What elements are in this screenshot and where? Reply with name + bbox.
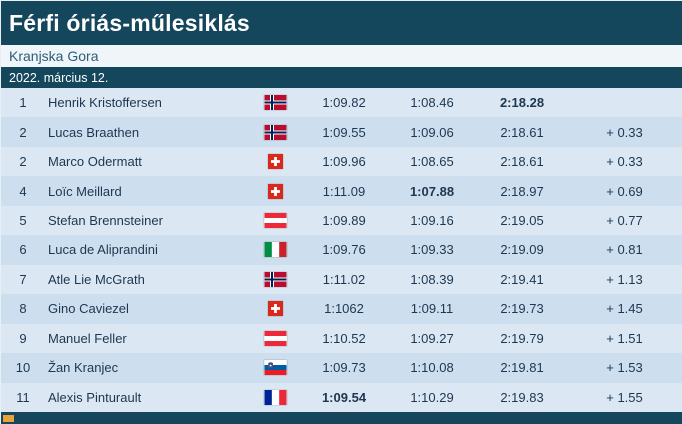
name-cell: Henrik Kristoffersen (48, 95, 162, 111)
total-time-cell: 2:18.61 (500, 154, 544, 170)
run1-time-cell: 1:09.96 (322, 154, 366, 170)
run2-time-cell: 1:09.33 (410, 242, 454, 258)
table-row: 6 Luca de Aliprandini 1:09.76 1:09.33 2:… (1, 235, 682, 265)
sui-flag-icon (249, 301, 301, 317)
name-cell: Žan Kranjec (48, 360, 119, 376)
page-title: Férfi óriás-műlesiklás (9, 9, 250, 36)
date-label: 2022. március 12. (9, 70, 109, 85)
table-body: 1 Henrik Kristoffersen 1:09.82 1:08.46 2… (1, 88, 682, 412)
total-time-cell: 2:19.05 (500, 213, 544, 229)
run1-time-cell: 1:11.09 (322, 183, 366, 199)
total-time-cell: 2:18.97 (500, 183, 544, 199)
run1-time-cell: 1:10.52 (322, 330, 366, 346)
total-time-cell: 2:19.79 (500, 330, 544, 346)
run2-time-cell: 1:07.88 (409, 183, 455, 199)
run2-time-cell: 1:09.11 (410, 301, 454, 317)
total-time-cell: 2:18.61 (500, 124, 544, 140)
name-cell: Gino Caviezel (48, 301, 129, 317)
rank-cell: 2 (19, 124, 27, 140)
rank-cell: 2 (19, 154, 27, 170)
nor-flag-icon (249, 124, 301, 140)
table-row: 8 Gino Caviezel 1:1062 1:09.11 2:19.73 +… (1, 294, 682, 324)
run2-time-cell: 1:09.16 (410, 213, 454, 229)
total-time-cell: 2:18.28 (499, 95, 545, 111)
table-row: 10 Žan Kranjec 1:09.73 1:10.08 2:19.81 +… (1, 353, 682, 383)
sui-flag-icon (249, 154, 301, 170)
name-cell: Luca de Aliprandini (48, 242, 158, 258)
aut-flag-icon (249, 213, 301, 229)
table-row: 2 Marco Odermatt 1:09.96 1:08.65 2:18.61… (1, 146, 682, 177)
diff-cell: + 0.77 (606, 213, 643, 229)
rank-cell: 5 (19, 213, 27, 229)
diff-cell: + 1.55 (606, 389, 643, 405)
fra-flag-icon (249, 389, 301, 405)
diff-cell: + 1.51 (606, 330, 643, 346)
total-time-cell: 2:19.41 (500, 271, 544, 287)
bottom-left-accent (3, 415, 14, 422)
total-time-cell: 2:19.09 (500, 242, 544, 258)
table-row: 7 Atle Lie McGrath 1:11.02 1:08.39 2:19.… (1, 264, 682, 295)
run1-time-cell: 1:11.02 (322, 271, 366, 287)
diff-cell: + 0.33 (606, 154, 643, 170)
run2-time-cell: 1:08.65 (410, 154, 454, 170)
rank-cell: 4 (19, 183, 27, 199)
rank-cell: 8 (19, 301, 27, 317)
sui-flag-icon (249, 183, 301, 199)
total-time-cell: 2:19.83 (500, 389, 544, 405)
name-cell: Marco Odermatt (48, 154, 142, 170)
run2-time-cell: 1:10.29 (410, 389, 454, 405)
location-bar: Kranjska Gora (1, 45, 682, 67)
rank-cell: 9 (19, 330, 27, 346)
nor-flag-icon (249, 95, 301, 111)
total-time-cell: 2:19.73 (500, 301, 544, 317)
date-bar: 2022. március 12. (1, 67, 682, 88)
location-label: Kranjska Gora (9, 48, 99, 64)
title-bar: Férfi óriás-műlesiklás (1, 1, 682, 45)
ita-flag-icon (249, 242, 301, 258)
run1-time-cell: 1:09.54 (321, 389, 367, 405)
run1-time-cell: 1:09.82 (322, 95, 366, 111)
total-time-cell: 2:19.81 (500, 360, 544, 376)
rank-cell: 7 (19, 271, 27, 287)
diff-cell: + 0.33 (606, 124, 643, 140)
run2-time-cell: 1:09.06 (410, 124, 454, 140)
run1-time-cell: 1:09.89 (322, 213, 366, 229)
name-cell: Stefan Brennsteiner (48, 213, 163, 229)
rank-cell: 10 (15, 360, 31, 376)
run1-time-cell: 1:09.76 (322, 242, 366, 258)
rank-cell: 11 (16, 389, 30, 405)
rank-cell: 1 (19, 95, 27, 111)
diff-cell: + 1.53 (606, 360, 643, 376)
run1-time-cell: 1:09.73 (322, 360, 366, 376)
table-row: 11 Alexis Pinturault 1:09.54 1:10.29 2:1… (1, 382, 682, 412)
table-row: 9 Manuel Feller 1:10.52 1:09.27 2:19.79 … (1, 323, 682, 354)
diff-cell: + 0.69 (606, 183, 643, 199)
diff-cell: + 0.81 (606, 242, 643, 258)
table-row: 2 Lucas Braathen 1:09.55 1:09.06 2:18.61… (1, 117, 682, 147)
name-cell: Atle Lie McGrath (48, 271, 145, 287)
nor-flag-icon (249, 271, 301, 287)
diff-cell: + 1.45 (606, 301, 643, 317)
name-cell: Loïc Meillard (48, 183, 122, 199)
bottom-bar (1, 412, 682, 424)
name-cell: Alexis Pinturault (48, 389, 142, 405)
table-row: 1 Henrik Kristoffersen 1:09.82 1:08.46 2… (1, 88, 682, 118)
table-row: 4 Loïc Meillard 1:11.09 1:07.88 2:18.97 … (1, 176, 682, 206)
diff-cell: + 1.13 (606, 271, 643, 287)
aut-flag-icon (249, 330, 301, 346)
name-cell: Lucas Braathen (48, 124, 140, 140)
name-cell: Manuel Feller (48, 330, 127, 346)
run2-time-cell: 1:08.39 (410, 271, 454, 287)
run2-time-cell: 1:08.46 (410, 95, 454, 111)
rank-cell: 6 (19, 242, 27, 258)
run2-time-cell: 1:10.08 (410, 360, 454, 376)
run1-time-cell: 1:09.55 (322, 124, 366, 140)
table-row: 5 Stefan Brennsteiner 1:09.89 1:09.16 2:… (1, 205, 682, 236)
slo-flag-icon (249, 360, 301, 376)
run2-time-cell: 1:09.27 (410, 330, 454, 346)
run1-time-cell: 1:1062 (324, 301, 364, 317)
